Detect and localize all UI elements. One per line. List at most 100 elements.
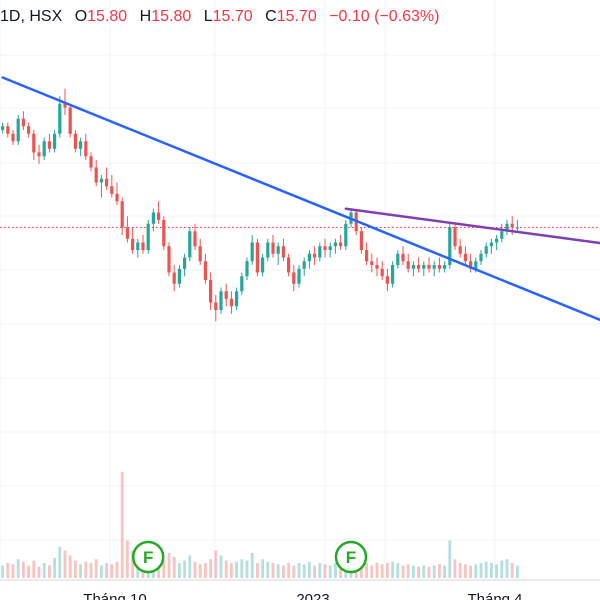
candle-body bbox=[21, 118, 25, 127]
volume-bar bbox=[58, 546, 62, 578]
candle-body bbox=[411, 265, 415, 269]
volume-bar bbox=[84, 561, 88, 578]
candle-body bbox=[209, 280, 213, 303]
candle-body bbox=[292, 272, 296, 284]
candle-body bbox=[510, 223, 514, 228]
volume-bar bbox=[48, 565, 51, 578]
candle-body bbox=[515, 227, 519, 229]
candle-body bbox=[214, 302, 218, 310]
volume-bar bbox=[256, 563, 259, 578]
volume-bar bbox=[500, 560, 504, 578]
candle-body bbox=[344, 223, 348, 247]
candle-body bbox=[333, 242, 337, 247]
volume-bar bbox=[16, 559, 20, 578]
volume-bar bbox=[6, 563, 10, 578]
volume-bar bbox=[490, 563, 493, 578]
volume-bar bbox=[115, 561, 119, 578]
volume-bar bbox=[266, 561, 270, 578]
volume-bar bbox=[11, 564, 15, 578]
volume-bar bbox=[172, 556, 176, 578]
volume-bar bbox=[1, 565, 4, 578]
volume-bar bbox=[339, 564, 342, 578]
candle-body bbox=[261, 257, 265, 273]
candle-body bbox=[448, 227, 452, 265]
volume-bar bbox=[22, 561, 25, 578]
low-value: 15.70 bbox=[212, 8, 253, 25]
volume-bar bbox=[178, 563, 181, 578]
candle-body bbox=[245, 261, 249, 277]
volume-bar bbox=[214, 550, 218, 578]
volume-bar bbox=[328, 565, 332, 578]
candle-body bbox=[99, 178, 103, 183]
candlesticks bbox=[1, 88, 519, 322]
candle-body bbox=[120, 201, 124, 228]
change-value: −0.10 (−0.63%) bbox=[329, 8, 440, 25]
candle-body bbox=[53, 133, 57, 149]
low-label: L bbox=[203, 8, 213, 25]
volume-bar bbox=[334, 563, 337, 578]
candle-body bbox=[406, 261, 410, 269]
candle-body bbox=[84, 141, 88, 157]
marker-circle[interactable] bbox=[334, 540, 368, 574]
candle-body bbox=[32, 133, 36, 153]
volume-bar bbox=[505, 559, 509, 578]
volume-bar bbox=[120, 471, 124, 578]
trendlines[interactable] bbox=[1, 76, 600, 322]
candle-body bbox=[125, 227, 129, 239]
interval-exchange: 1D, HSX bbox=[0, 8, 63, 25]
candle-body bbox=[37, 152, 41, 157]
volume-bar bbox=[27, 565, 30, 578]
volume-bar bbox=[318, 563, 322, 578]
candle-body bbox=[463, 253, 467, 262]
volume-bars bbox=[1, 471, 519, 578]
volume-bar bbox=[391, 561, 394, 578]
volume-bar bbox=[42, 563, 46, 578]
volume-bar bbox=[323, 564, 327, 578]
candle-body bbox=[79, 141, 83, 149]
volume-bar bbox=[230, 563, 233, 578]
volume-bar bbox=[484, 561, 488, 578]
candle-body bbox=[432, 265, 436, 269]
marker-circle[interactable] bbox=[131, 540, 165, 574]
volume-bar bbox=[94, 559, 98, 578]
volume-bar bbox=[380, 564, 384, 578]
volume-bar bbox=[282, 565, 285, 578]
candle-body bbox=[474, 261, 478, 269]
volume-bar bbox=[474, 564, 478, 578]
open-value: 15.80 bbox=[87, 8, 128, 25]
volume-bar bbox=[105, 563, 108, 578]
candle-body bbox=[443, 265, 447, 269]
high-label: H bbox=[139, 8, 152, 25]
volume-bar bbox=[422, 565, 426, 578]
volume-bar bbox=[198, 564, 202, 578]
volume-bar bbox=[271, 563, 275, 578]
volume-bar bbox=[261, 559, 264, 578]
earnings-marker-2[interactable]: F bbox=[334, 540, 368, 574]
volume-bar bbox=[209, 559, 212, 578]
candle-body bbox=[484, 246, 488, 254]
candle-body bbox=[157, 212, 161, 220]
candle-body bbox=[177, 268, 181, 284]
candle-body bbox=[505, 223, 509, 232]
candle-body bbox=[16, 118, 20, 142]
volume-bar bbox=[68, 555, 72, 578]
volume-bar bbox=[516, 565, 519, 578]
volume-bar bbox=[365, 563, 368, 578]
volume-bar bbox=[245, 560, 249, 578]
volume-bar bbox=[469, 565, 472, 578]
trendline-long-downtrend[interactable] bbox=[1, 76, 600, 322]
candle-body bbox=[224, 291, 228, 299]
candle-body bbox=[89, 156, 93, 168]
volume-bar bbox=[162, 560, 166, 578]
candle-body bbox=[42, 141, 46, 157]
candle-body bbox=[380, 268, 384, 277]
candle-body bbox=[479, 253, 483, 262]
trendline-short-downtrend[interactable] bbox=[344, 207, 600, 245]
earnings-marker-1[interactable]: F bbox=[131, 540, 165, 574]
volume-bar bbox=[297, 563, 301, 578]
candle-body bbox=[193, 231, 197, 247]
candle-body bbox=[110, 186, 114, 194]
close-value: 15.70 bbox=[276, 8, 317, 25]
